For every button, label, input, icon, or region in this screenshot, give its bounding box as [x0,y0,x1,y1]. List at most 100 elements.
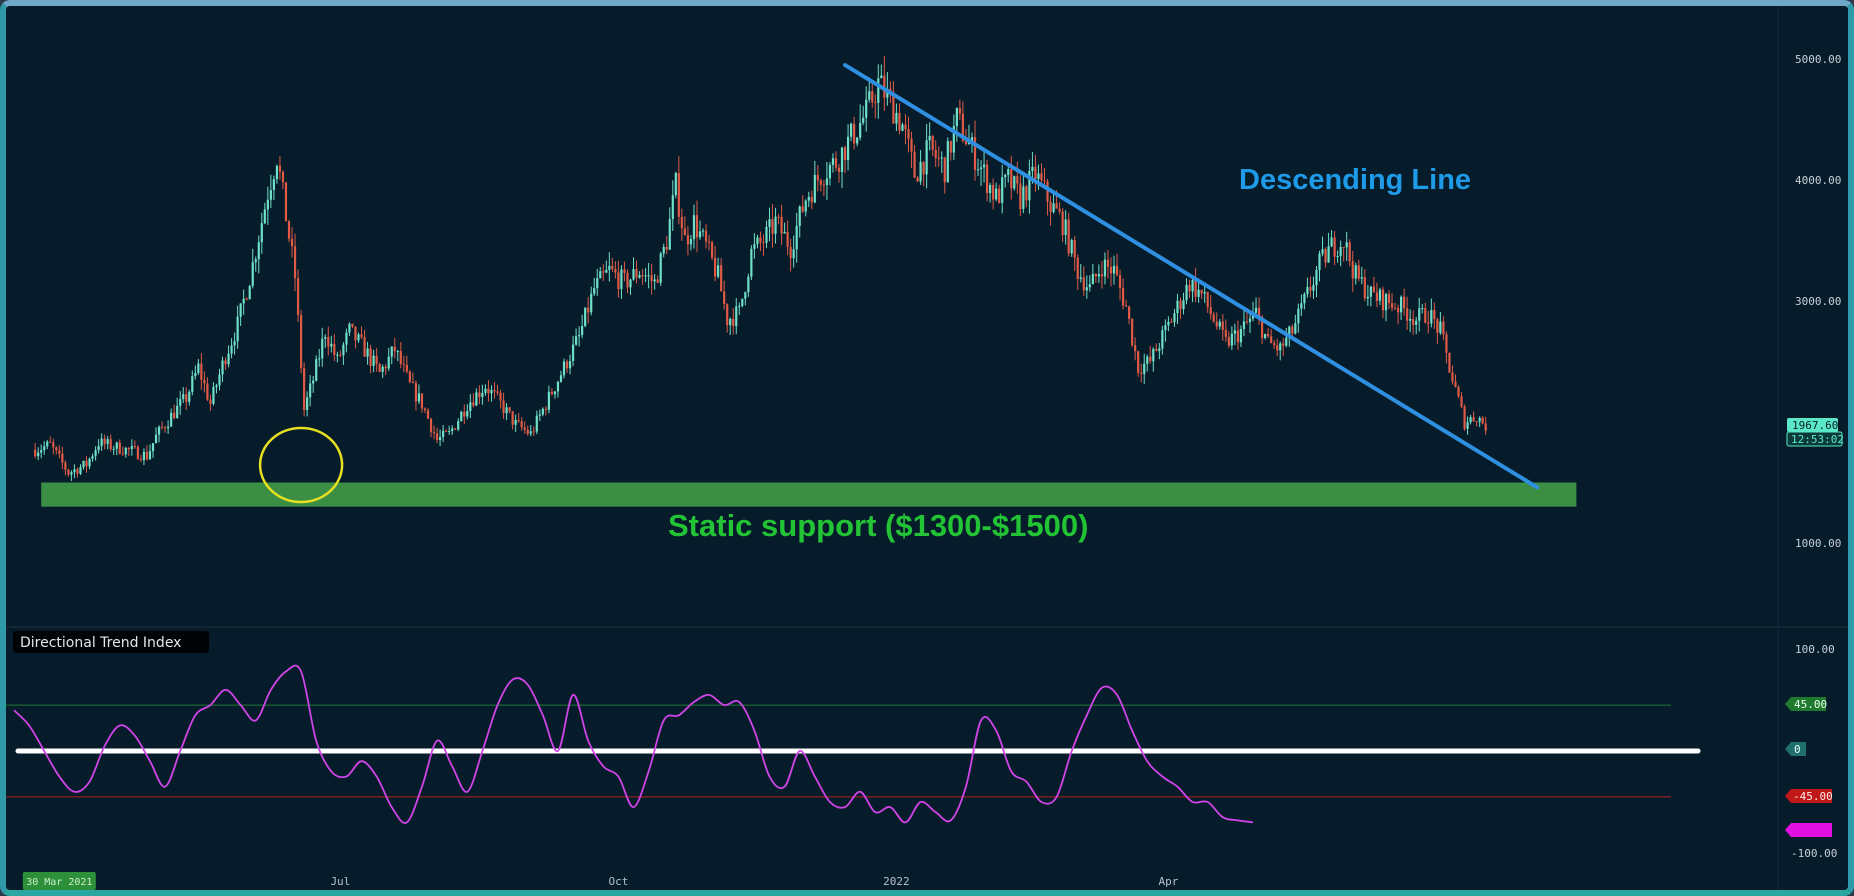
candle-body [1369,286,1372,297]
candle-body [1034,166,1037,179]
candle-body [55,447,58,451]
candle-body [324,337,327,339]
candle-body [269,190,272,200]
candle-body [644,275,647,277]
candle-body [859,122,862,138]
candle-body [1007,169,1010,175]
candle-body [1155,348,1158,352]
candle-body [1094,273,1097,277]
candle-body [659,253,662,283]
candle-body [1294,323,1297,334]
candle-body [1100,274,1104,277]
candle-body [913,151,916,178]
candle-body [118,442,121,454]
candle-body [795,225,798,250]
candle-body [1297,308,1300,324]
candle-body [1321,249,1324,254]
candle-body [1088,284,1091,288]
candle-body [287,221,291,239]
candle-body [831,158,835,165]
candle-body [590,293,593,313]
candle-body [354,326,357,341]
candle-body [1121,288,1125,306]
circle-marker [258,426,344,504]
candle-body [1001,177,1004,203]
time-axis-tick: Jul [330,875,350,888]
candle-body [233,341,236,346]
candle-body [982,164,986,168]
candle-body [188,391,191,402]
candle-body [345,332,348,345]
candle-body [402,363,405,365]
candle-body [245,298,248,300]
candle-body [251,262,254,286]
last-price-value: 1967.60 [1792,419,1838,432]
candle-body [710,242,714,258]
candlesticks [34,55,1487,481]
candle-body [366,348,369,357]
candle-body [599,271,602,279]
candle-body [581,326,584,335]
candle-body [629,279,632,288]
candle-body [695,215,699,238]
candle-body [804,200,807,212]
candle-body [466,410,469,417]
candle-body [904,124,907,130]
candle-body [919,161,922,182]
candle-body [862,117,865,123]
candle-body [185,394,188,402]
candle-body [154,434,158,444]
candle-body [372,355,375,366]
candle-body [1028,171,1031,201]
candle-body [568,361,572,369]
candle-body [925,140,928,175]
candle-body [849,123,853,137]
candle-body [638,275,641,278]
candle-body [1197,289,1200,297]
candle-body [1067,219,1070,254]
candle-body [747,276,750,293]
candle-body [318,358,321,360]
candle-body [182,394,185,400]
candle-body [1357,265,1360,279]
candle-body [439,437,442,441]
candle-body [1194,280,1197,297]
candle-body [952,126,955,153]
candle-body [136,446,140,460]
candle-body [1188,284,1191,292]
candle-body [1124,305,1128,307]
candle-body [493,390,496,392]
candle-body [1058,208,1061,212]
candle-body [1342,247,1345,249]
candle-body [744,292,747,299]
candle-body [556,381,560,392]
candle-body [538,414,541,416]
candle-body [1031,166,1034,172]
candle-body [617,272,620,290]
candle-body [112,448,115,450]
candle-body [1185,284,1188,301]
candle-body [1264,333,1267,338]
candle-body [206,383,209,400]
candle-body [626,272,629,288]
candle-body [191,376,194,392]
candle-body [475,392,478,406]
support-zone [41,482,1577,507]
candle-body [958,108,961,114]
candle-body [1118,275,1122,289]
candle-body [989,184,992,194]
candle-body [1224,329,1227,337]
candle-body [445,430,448,432]
candle-body [1427,322,1430,324]
candle-body [160,426,164,428]
candle-body [115,442,118,449]
candle-body [837,167,841,173]
candle-body [106,439,109,444]
candle-body [789,246,792,259]
candle-body [1339,247,1342,257]
candle-body [157,426,161,435]
candle-body [1103,259,1107,277]
candle-body [1115,265,1119,276]
candle-body [487,388,490,394]
